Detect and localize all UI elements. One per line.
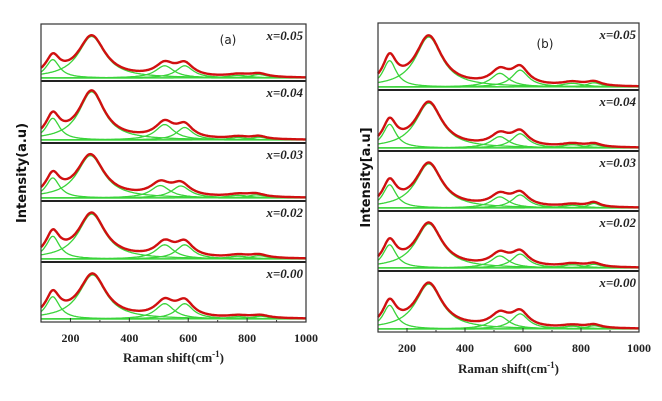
spectrum-x=0.05: x=0.05 (40, 28, 306, 79)
x-tick-label: 800 (238, 331, 256, 345)
spectrum-x=0.00: x=0.00 (377, 275, 639, 330)
panel-b: x=0.05 x=0.04 x=0.03 x=0.02 x=0.00 200 400 600 8… (359, 22, 651, 376)
series-label: x=0.02 (265, 205, 303, 220)
plot-frame (377, 22, 640, 333)
spectrum-x=0.02: x=0.02 (377, 215, 639, 269)
component-peak-840 (41, 136, 306, 141)
fitted-spectrum (40, 211, 306, 260)
component-peak-840 (41, 255, 306, 260)
fitted-spectrum (377, 221, 639, 269)
series-label: x=0.05 (598, 27, 636, 42)
spectrum-x=0.04: x=0.04 (377, 94, 639, 149)
x-tick-label: 400 (456, 341, 474, 355)
series-label: x=0.05 (265, 28, 303, 43)
plot-frame (40, 23, 307, 323)
y-axis-label: Intensity[a.u] (359, 127, 374, 227)
fitted-spectrum (377, 34, 639, 88)
fitted-spectrum (40, 89, 306, 141)
spectrum-x=0.00: x=0.00 (40, 266, 306, 320)
x-tick-label: 400 (120, 331, 138, 345)
component-peak-845 (378, 82, 639, 88)
spectrum-x=0.02: x=0.02 (40, 205, 306, 260)
panel-label: (a) (220, 33, 237, 47)
spectrum-x=0.03: x=0.03 (40, 147, 306, 199)
component-peak-845 (378, 144, 639, 149)
fitted-spectrum (40, 152, 306, 199)
fitted-spectrum (377, 161, 639, 209)
component-peak-845 (378, 263, 639, 269)
panel-label: (b) (537, 37, 554, 51)
x-tick-label: 1000 (294, 331, 318, 345)
series-label: x=0.02 (598, 215, 636, 230)
x-tick-label: 800 (572, 341, 590, 355)
series-label: x=0.03 (265, 147, 303, 162)
spectrum-x=0.03: x=0.03 (377, 155, 639, 209)
fitted-spectrum (377, 281, 639, 330)
component-peak-845 (378, 202, 639, 209)
component-peak-840 (41, 73, 306, 79)
spectrum-x=0.04: x=0.04 (40, 85, 306, 141)
component-peak-845 (378, 325, 639, 330)
y-axis-label: Intensity(a.u) (15, 123, 30, 223)
fitted-spectrum (377, 100, 639, 149)
x-tick-label: 1000 (627, 341, 651, 355)
series-label: x=0.04 (265, 85, 303, 100)
spectrum-x=0.05: x=0.05 (377, 27, 639, 88)
x-axis-label: Raman shift(cm-1) (123, 349, 224, 365)
component-peak-830 (41, 194, 306, 199)
x-axis-label: Raman shift(cm-1) (458, 360, 559, 376)
x-tick-label: 200 (61, 331, 79, 345)
x-tick-label: 200 (398, 341, 416, 355)
x-tick-label: 600 (514, 341, 532, 355)
series-label: x=0.00 (265, 266, 303, 281)
series-label: x=0.04 (598, 94, 636, 109)
series-label: x=0.00 (598, 275, 636, 290)
fitted-spectrum (40, 272, 306, 320)
component-peak-845 (41, 315, 306, 320)
panel-a: x=0.05 x=0.04 x=0.03 x=0.02 x=0.00 200 400 600 8… (15, 23, 318, 365)
x-tick-label: 600 (179, 331, 197, 345)
series-label: x=0.03 (598, 155, 636, 170)
fitted-spectrum (40, 33, 306, 79)
